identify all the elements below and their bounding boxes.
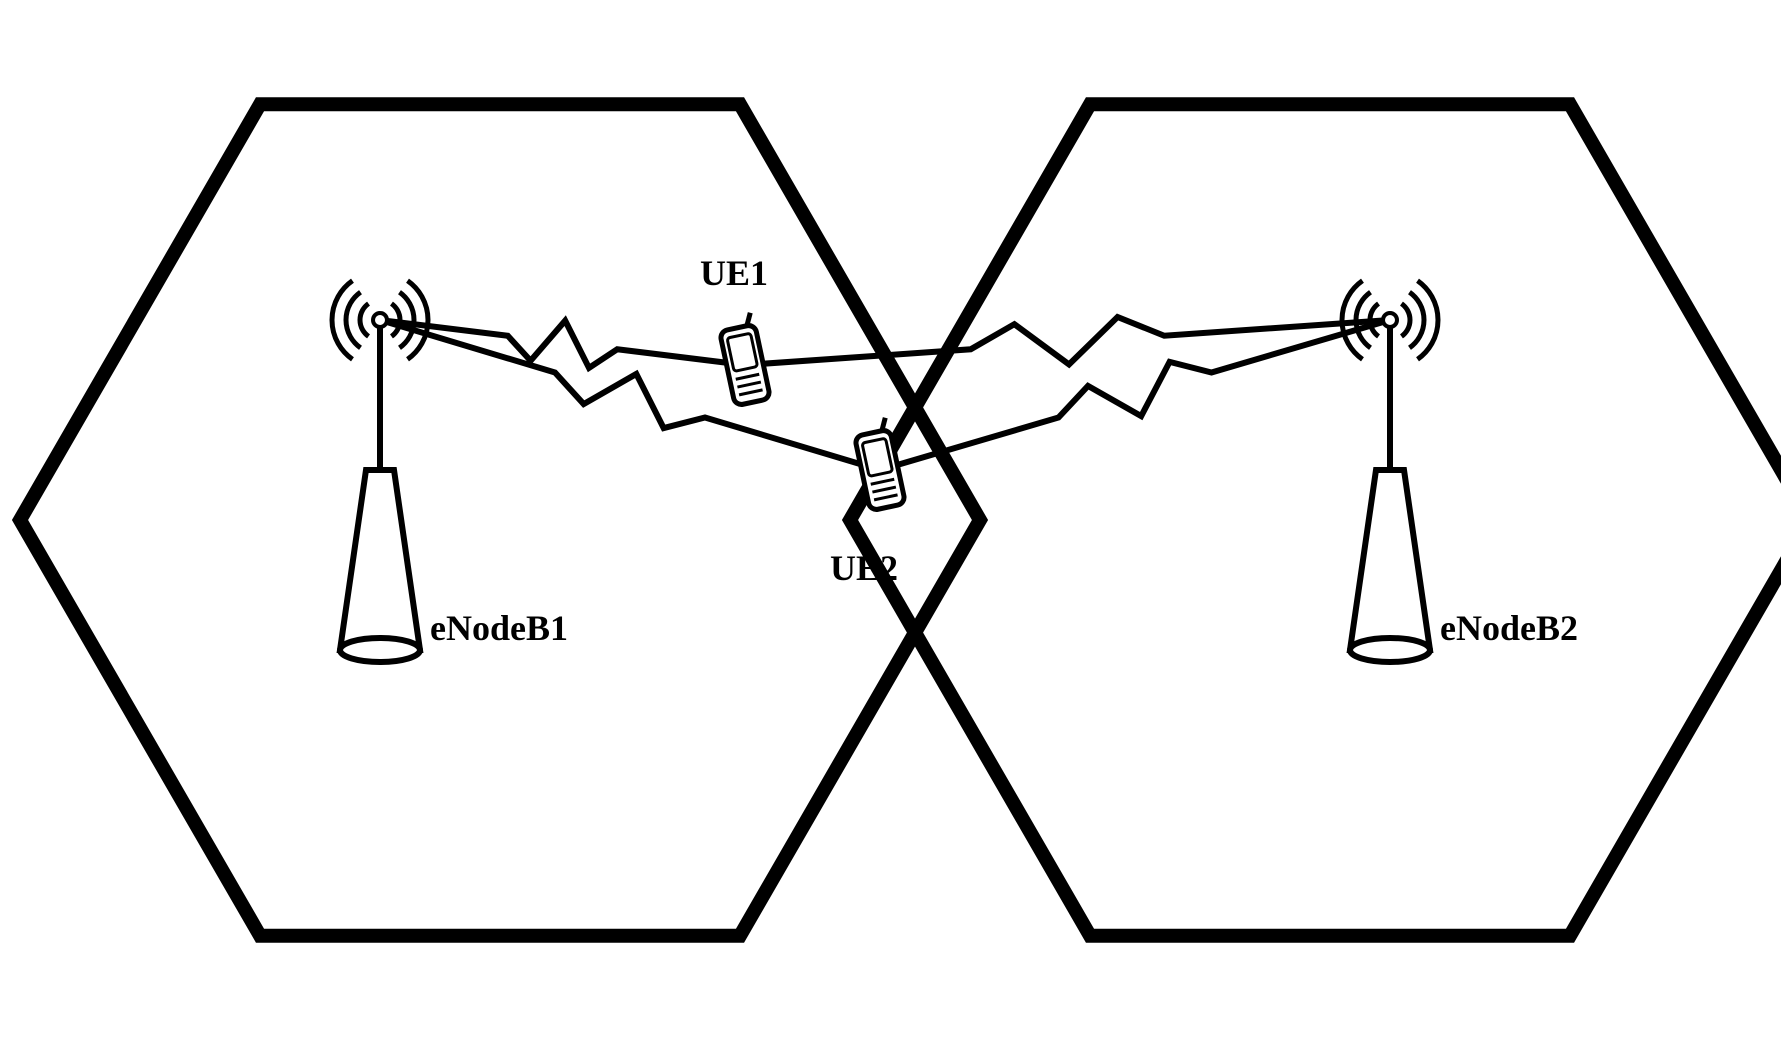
enodeb1-tower [332, 281, 428, 662]
ue1-label: UE1 [700, 253, 768, 293]
ue1-handset-icon [717, 312, 771, 406]
signal-arc-icon [1418, 281, 1438, 360]
link-enb1-ue2 [380, 320, 880, 470]
cell-hexagon-right [850, 104, 1781, 935]
link-enb2-ue1 [745, 317, 1390, 365]
signal-arc-icon [408, 281, 428, 360]
signal-arc-icon [360, 304, 369, 337]
cell-hexagon-left [20, 104, 980, 935]
ue2-label: UE2 [830, 548, 898, 588]
enodeb1-label: eNodeB1 [430, 608, 568, 648]
signal-arc-icon [1401, 304, 1410, 337]
link-enb1-ue1 [380, 320, 745, 368]
signal-arc-icon [332, 281, 352, 360]
network-diagram: UE1 UE2 eNodeB1 eNodeB2 [0, 0, 1781, 1039]
enodeb2-tower [1342, 281, 1438, 662]
enodeb2-label: eNodeB2 [1440, 608, 1578, 648]
